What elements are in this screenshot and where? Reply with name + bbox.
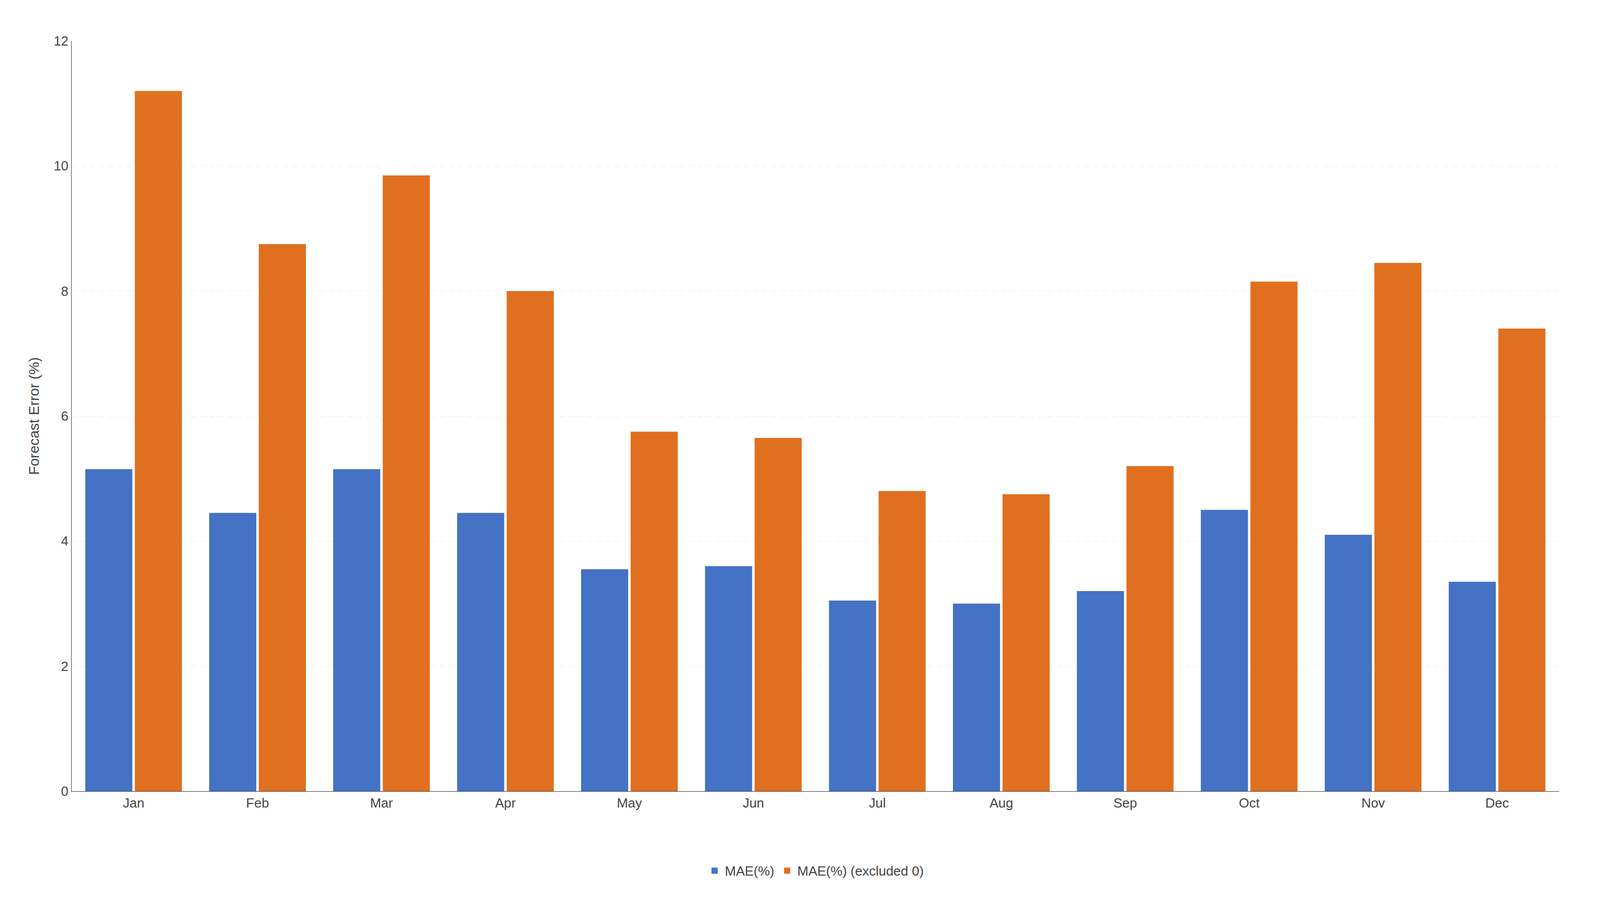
svg-text:2: 2 xyxy=(60,658,69,674)
svg-text:Jun: Jun xyxy=(742,794,765,811)
svg-text:Aug: Aug xyxy=(989,794,1013,811)
svg-text:Apr: Apr xyxy=(495,794,517,811)
svg-text:Oct: Oct xyxy=(1238,794,1260,811)
svg-text:Sep: Sep xyxy=(1113,794,1138,811)
svg-text:0: 0 xyxy=(60,783,69,799)
svg-text:6: 6 xyxy=(60,408,69,424)
svg-text:Jul: Jul xyxy=(869,794,886,811)
svg-text:Mar: Mar xyxy=(369,794,393,811)
svg-text:4: 4 xyxy=(60,532,69,549)
svg-text:MAE(%) (excluded 0): MAE(%) (excluded 0) xyxy=(797,862,924,879)
svg-text:Dec: Dec xyxy=(1485,794,1509,811)
svg-text:MAE(%): MAE(%) xyxy=(724,862,775,879)
svg-text:10: 10 xyxy=(53,158,69,174)
svg-text:Feb: Feb xyxy=(246,794,270,811)
svg-text:8: 8 xyxy=(60,283,69,299)
svg-text:May: May xyxy=(616,794,642,811)
svg-text:12: 12 xyxy=(53,33,69,49)
svg-text:Nov: Nov xyxy=(1361,794,1385,811)
svg-text:Forecast Error (%): Forecast Error (%) xyxy=(26,357,42,475)
svg-text:Jan: Jan xyxy=(122,794,145,811)
